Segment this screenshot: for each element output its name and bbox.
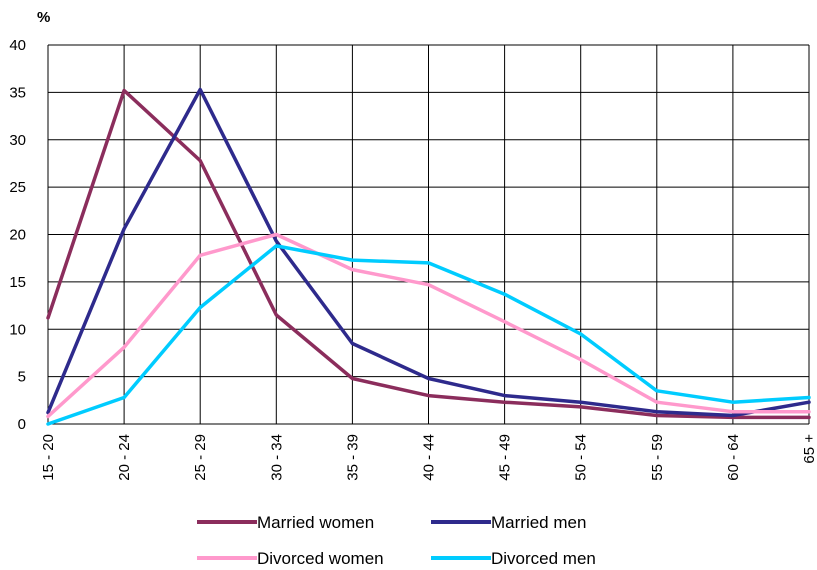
series-line-married-men (46, 87, 811, 418)
legend: Married women Married men Divorced women Di… (197, 513, 596, 568)
legend-label: Married women (257, 513, 374, 532)
legend-label: Married men (491, 513, 586, 532)
x-axis-ticks: 15 - 20 20 - 24 25 - 29 30 - 34 35 - 39 40 - … (40, 434, 817, 481)
y-tick-label: 35 (9, 84, 26, 101)
grid (47, 44, 810, 425)
x-tick-label: 45 - 49 (497, 434, 514, 481)
legend-item: Divorced women (197, 549, 384, 568)
y-tick-label: 30 (9, 132, 26, 149)
y-axis-ticks: 0 5 10 15 20 25 30 35 40 (9, 37, 26, 433)
y-tick-label: 40 (9, 37, 26, 54)
x-tick-label: 65 + (801, 434, 817, 464)
legend-item: Married men (431, 513, 586, 532)
series-line-divorced-men (46, 244, 811, 426)
x-tick-label: 25 - 29 (192, 434, 209, 481)
x-tick-label: 40 - 44 (421, 434, 438, 481)
legend-label: Divorced men (491, 549, 596, 568)
y-tick-label: 25 (9, 179, 26, 196)
series-lines (46, 87, 811, 426)
y-tick-label: 5 (18, 369, 26, 386)
legend-item: Divorced men (431, 549, 596, 568)
series-line-divorced-women (46, 232, 811, 419)
legend-item: Married women (197, 513, 374, 532)
x-tick-label: 60 - 64 (725, 434, 742, 481)
y-tick-label: 0 (18, 416, 26, 433)
x-tick-label: 35 - 39 (344, 434, 361, 481)
x-tick-label: 30 - 34 (268, 434, 285, 481)
y-tick-label: 15 (9, 274, 26, 291)
x-tick-label: 20 - 24 (116, 434, 133, 481)
legend-label: Divorced women (257, 549, 384, 568)
y-tick-label: 20 (9, 227, 26, 244)
x-tick-label: 55 - 59 (649, 434, 666, 481)
y-tick-label: 10 (9, 321, 26, 338)
x-tick-label: 50 - 54 (573, 434, 590, 481)
y-unit-label: % (37, 9, 50, 26)
x-tick-label: 15 - 20 (40, 434, 57, 481)
